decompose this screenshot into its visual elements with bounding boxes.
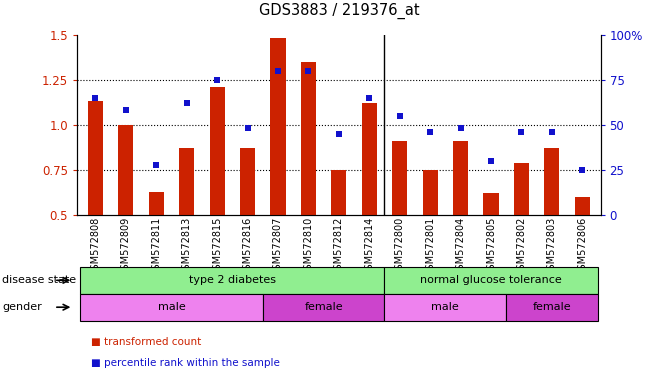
Bar xyxy=(514,163,529,215)
Point xyxy=(546,129,557,135)
Point xyxy=(516,129,527,135)
Text: gender: gender xyxy=(2,302,42,312)
Bar xyxy=(574,197,590,215)
Point xyxy=(151,161,162,167)
Point xyxy=(333,131,344,137)
Point xyxy=(486,158,497,164)
Bar xyxy=(270,38,286,215)
Bar xyxy=(88,101,103,215)
Bar xyxy=(544,148,560,215)
Text: male: male xyxy=(431,302,459,312)
Bar xyxy=(301,62,316,215)
Bar xyxy=(423,170,437,215)
Text: ■ transformed count: ■ transformed count xyxy=(91,337,201,347)
Point xyxy=(121,107,132,113)
Bar xyxy=(81,294,263,321)
Bar xyxy=(453,141,468,215)
Point xyxy=(455,125,466,131)
Text: normal glucose tolerance: normal glucose tolerance xyxy=(420,275,562,285)
Point xyxy=(90,95,101,101)
Text: female: female xyxy=(305,302,343,312)
Text: type 2 diabetes: type 2 diabetes xyxy=(189,275,276,285)
Point xyxy=(425,129,435,135)
Point xyxy=(395,113,405,119)
Bar xyxy=(506,294,597,321)
Bar xyxy=(384,294,506,321)
Text: disease state: disease state xyxy=(2,275,76,285)
Point xyxy=(577,167,588,173)
Text: ■ percentile rank within the sample: ■ percentile rank within the sample xyxy=(91,358,279,368)
Bar xyxy=(263,294,384,321)
Text: female: female xyxy=(533,302,571,312)
Text: male: male xyxy=(158,302,185,312)
Point xyxy=(181,100,192,106)
Point xyxy=(212,77,223,83)
Bar xyxy=(362,103,377,215)
Bar xyxy=(483,194,499,215)
Bar xyxy=(118,125,134,215)
Point xyxy=(303,68,314,74)
Bar xyxy=(209,87,225,215)
Text: GDS3883 / 219376_at: GDS3883 / 219376_at xyxy=(258,3,419,19)
Bar xyxy=(149,192,164,215)
Bar xyxy=(179,148,195,215)
Bar xyxy=(331,170,346,215)
Point xyxy=(272,68,283,74)
Point xyxy=(242,125,253,131)
Bar xyxy=(384,267,597,294)
Point xyxy=(364,95,374,101)
Bar xyxy=(81,267,384,294)
Bar xyxy=(240,148,255,215)
Bar xyxy=(392,141,407,215)
